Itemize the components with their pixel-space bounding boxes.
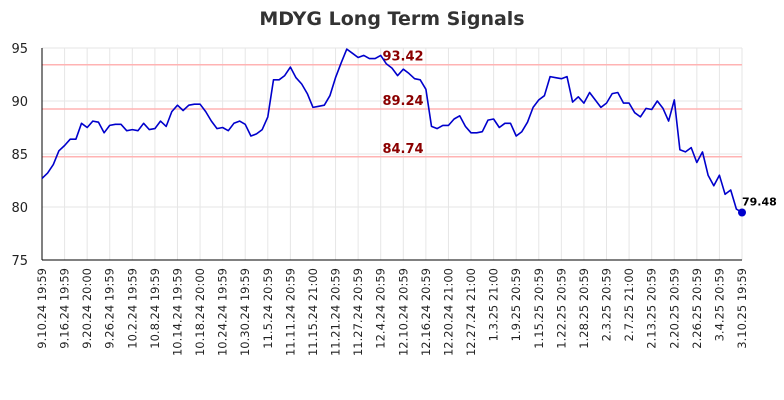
x-tick-label: 10.18.24 20:00: [193, 268, 207, 356]
axes: [41, 48, 742, 261]
x-tick-label: 9.20.24 20:00: [80, 268, 94, 349]
last-value-marker: 79.48: [738, 196, 777, 217]
x-tick-label: 12.10.24 20:59: [396, 268, 410, 356]
x-tick-label: 9.10.24 19:59: [35, 268, 49, 349]
x-tick-label: 11.5.24 20:59: [261, 268, 275, 349]
x-tick-label: 12.16.24 20:59: [419, 268, 433, 356]
y-tick-label: 85: [11, 148, 28, 163]
x-tick-label: 11.15.24 21:00: [306, 268, 320, 356]
reference-label: 93.42: [382, 50, 423, 65]
x-tick-label: 1.28.25 20:59: [577, 268, 591, 349]
y-tick-label: 80: [11, 201, 28, 216]
x-tick-label: 3.4.25 20:59: [712, 268, 726, 341]
x-tick-label: 11.21.24 20:59: [329, 268, 343, 356]
x-tick-labels: 9.10.24 19:59 9.16.24 19:59 9.20.24 20:00 9…: [35, 268, 749, 356]
x-tick-label: 12.27.24 21:00: [464, 268, 478, 356]
x-tick-label: 10.8.24 19:59: [148, 268, 162, 349]
x-tick-label: 11.27.24 20:59: [351, 268, 365, 356]
reference-label: 84.74: [382, 142, 423, 157]
x-tick-label: 10.14.24 19:59: [170, 268, 184, 356]
y-tick-label: 90: [11, 95, 28, 110]
reference-label: 89.24: [382, 94, 423, 109]
last-value-label: 79.48: [742, 196, 777, 209]
x-tick-label: 1.9.25 20:59: [509, 268, 523, 341]
x-tick-label: 11.11.24 20:59: [283, 268, 297, 356]
x-tick-label: 3.10.25 19:59: [735, 268, 749, 349]
x-tick-label: 10.30.24 19:59: [238, 268, 252, 356]
x-tick-label: 12.20.24 21:00: [441, 268, 455, 356]
x-tick-label: 1.3.25 21:00: [487, 268, 501, 341]
x-tick-label: 2.3.25 20:59: [600, 268, 614, 341]
x-tick-label: 2.26.25 20:59: [690, 268, 704, 349]
x-tick-label: 10.24.24 19:59: [216, 268, 230, 356]
chart-title: MDYG Long Term Signals: [259, 8, 524, 30]
x-tick-label: 10.2.24 19:59: [125, 268, 139, 349]
x-tick-label: 9.26.24 19:59: [103, 268, 117, 349]
x-tick-label: 2.13.25 20:59: [645, 268, 659, 349]
x-tick-label: 2.7.25 21:00: [622, 268, 636, 341]
x-tick-label: 1.15.25 20:59: [532, 268, 546, 349]
x-tick-label: 9.16.24 19:59: [58, 268, 72, 349]
x-tick-label: 1.22.25 20:59: [554, 268, 568, 349]
x-tick-label: 12.4.24 20:59: [374, 268, 388, 349]
y-tick-label: 75: [11, 254, 28, 269]
x-tick-label: 2.20.25 20:59: [667, 268, 681, 349]
reference-lines: 93.42 89.24 84.74: [42, 50, 742, 158]
series-line: [41, 48, 743, 214]
y-tick-labels: 75 80 85 90 95: [11, 42, 28, 269]
last-value-point: [738, 208, 746, 217]
price-series: [41, 48, 743, 214]
y-tick-label: 95: [11, 42, 28, 57]
